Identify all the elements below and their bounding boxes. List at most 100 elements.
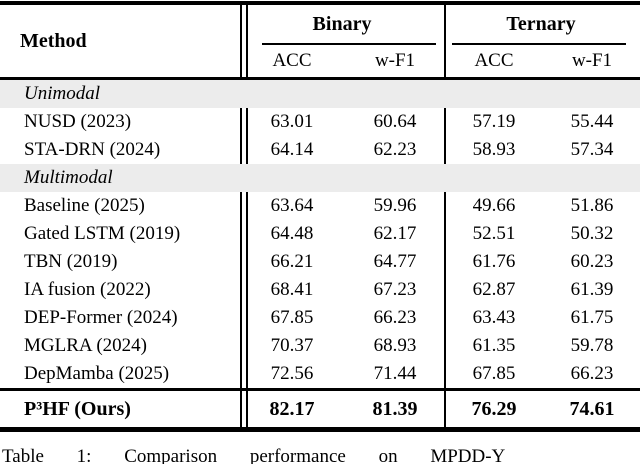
- header-midrule: [0, 77, 640, 80]
- table-row-sta-drn: STA-DRN (2024) 64.14 62.23 58.93 57.34: [0, 136, 640, 164]
- section-row-multimodal: Multimodal: [0, 164, 640, 192]
- single-vertical-separator: [444, 332, 446, 360]
- cell-binary-wf1: 67.23: [373, 279, 417, 300]
- cell-binary-wf1: 68.93: [373, 335, 417, 356]
- cell-ternary-wf1: 57.34: [570, 139, 614, 160]
- method-name: IA fusion (2022): [24, 279, 151, 300]
- cell-ternary-wf1: 59.78: [570, 335, 614, 356]
- cell-binary-acc: 70.37: [270, 335, 314, 356]
- cell-ternary-wf1: 50.32: [570, 223, 614, 244]
- double-vertical-separator: [240, 108, 248, 136]
- cell-binary-acc: 63.64: [270, 195, 314, 216]
- method-name: MGLRA (2024): [24, 335, 147, 356]
- single-vertical-separator: [444, 391, 446, 427]
- method-name: DEP-Former (2024): [24, 307, 178, 328]
- double-vertical-separator: [240, 136, 248, 164]
- cell-binary-wf1: 60.64: [373, 111, 417, 132]
- single-vertical-separator: [444, 108, 446, 136]
- single-vertical-separator: [444, 276, 446, 304]
- cell-ternary-wf1: 66.23: [570, 363, 614, 384]
- double-vertical-separator: [240, 5, 248, 77]
- method-name: DepMamba (2025): [24, 363, 170, 384]
- section-row-unimodal: Unimodal: [0, 80, 640, 108]
- double-vertical-separator: [240, 360, 248, 388]
- double-vertical-separator: [240, 391, 248, 427]
- column-header-ternary-wf1: w-F1: [571, 50, 613, 71]
- single-vertical-separator: [444, 360, 446, 388]
- table-row-ia-fusion: IA fusion (2022) 68.41 67.23 62.87 61.39: [0, 276, 640, 304]
- table-row-baseline: Baseline (2025) 63.64 59.96 49.66 51.86: [0, 192, 640, 220]
- binary-cmidrule: [262, 43, 436, 45]
- table-row-gated-lstm: Gated LSTM (2019) 64.48 62.17 52.51 50.3…: [0, 220, 640, 248]
- results-table: Method Binary Ternary ACC w-F1 ACC w-F1 …: [0, 1, 640, 432]
- ternary-cmidrule: [452, 43, 626, 45]
- ours-toprule: [0, 388, 640, 391]
- cell-ternary-wf1: 74.61: [569, 397, 615, 420]
- single-vertical-separator: [444, 5, 446, 77]
- table-row-mglra: MGLRA (2024) 70.37 68.93 61.35 59.78: [0, 332, 640, 360]
- cell-binary-acc: 64.48: [270, 223, 314, 244]
- cell-binary-acc: 67.85: [270, 307, 314, 328]
- cell-binary-acc: 68.41: [270, 279, 314, 300]
- single-vertical-separator: [444, 220, 446, 248]
- double-vertical-separator: [240, 248, 248, 276]
- method-name: STA-DRN (2024): [24, 139, 161, 160]
- table-row-dep-former: DEP-Former (2024) 67.85 66.23 63.43 61.7…: [0, 304, 640, 332]
- table-header: Method Binary Ternary ACC w-F1 ACC w-F1: [0, 5, 640, 77]
- cell-binary-wf1: 59.96: [373, 195, 417, 216]
- cell-binary-wf1: 66.23: [373, 307, 417, 328]
- method-name: Baseline (2025): [24, 195, 145, 216]
- cell-binary-wf1: 62.17: [373, 223, 417, 244]
- table-top-rule: [0, 1, 640, 5]
- cell-ternary-acc: 61.76: [472, 251, 516, 272]
- table-row-depmamba: DepMamba (2025) 72.56 71.44 67.85 66.23: [0, 360, 640, 388]
- cell-ternary-wf1: 51.86: [570, 195, 614, 216]
- cell-ternary-acc: 61.35: [472, 335, 516, 356]
- method-name: P³HF (Ours): [24, 397, 131, 420]
- single-vertical-separator: [444, 136, 446, 164]
- cell-binary-wf1: 81.39: [372, 397, 418, 420]
- single-vertical-separator: [444, 304, 446, 332]
- cell-ternary-wf1: 55.44: [570, 111, 614, 132]
- cell-binary-wf1: 64.77: [373, 251, 417, 272]
- cell-binary-acc: 72.56: [270, 363, 314, 384]
- single-vertical-separator: [444, 192, 446, 220]
- table-row-ours: P³HF (Ours) 82.17 81.39 76.29 74.61: [0, 391, 640, 427]
- column-header-binary-wf1: w-F1: [374, 50, 416, 71]
- method-name: TBN (2019): [24, 251, 118, 272]
- table-row-tbn: TBN (2019) 66.21 64.77 61.76 60.23: [0, 248, 640, 276]
- table-bottom-rule: [0, 427, 640, 432]
- cell-binary-acc: 64.14: [270, 139, 314, 160]
- cell-ternary-wf1: 61.75: [570, 307, 614, 328]
- column-header-method: Method: [20, 29, 87, 52]
- cell-ternary-acc: 58.93: [472, 139, 516, 160]
- cell-binary-wf1: 71.44: [373, 363, 417, 384]
- cell-ternary-acc: 67.85: [472, 363, 516, 384]
- double-vertical-separator: [240, 192, 248, 220]
- cell-ternary-acc: 76.29: [471, 397, 517, 420]
- column-group-ternary: Ternary: [506, 12, 576, 35]
- column-group-binary: Binary: [312, 12, 372, 35]
- cell-binary-acc: 82.17: [269, 397, 315, 420]
- cell-binary-acc: 63.01: [270, 111, 314, 132]
- double-vertical-separator: [240, 276, 248, 304]
- cell-ternary-wf1: 60.23: [570, 251, 614, 272]
- double-vertical-separator: [240, 304, 248, 332]
- double-vertical-separator: [240, 332, 248, 360]
- table-row-nusd: NUSD (2023) 63.01 60.64 57.19 55.44: [0, 108, 640, 136]
- cell-ternary-acc: 63.43: [472, 307, 516, 328]
- column-header-ternary-acc: ACC: [474, 50, 514, 71]
- single-vertical-separator: [444, 248, 446, 276]
- column-header-binary-acc: ACC: [272, 50, 312, 71]
- cell-binary-wf1: 62.23: [373, 139, 417, 160]
- cell-ternary-acc: 52.51: [472, 223, 516, 244]
- cell-ternary-acc: 62.87: [472, 279, 516, 300]
- method-name: Gated LSTM (2019): [24, 223, 181, 244]
- cell-ternary-acc: 57.19: [472, 111, 516, 132]
- subheader-row: ACC w-F1 ACC w-F1: [240, 45, 640, 77]
- cell-binary-acc: 66.21: [270, 251, 314, 272]
- table-caption: Table 1: Comparison performance on MPDD-…: [2, 446, 506, 464]
- method-name: NUSD (2023): [24, 111, 132, 132]
- cell-ternary-acc: 49.66: [472, 195, 516, 216]
